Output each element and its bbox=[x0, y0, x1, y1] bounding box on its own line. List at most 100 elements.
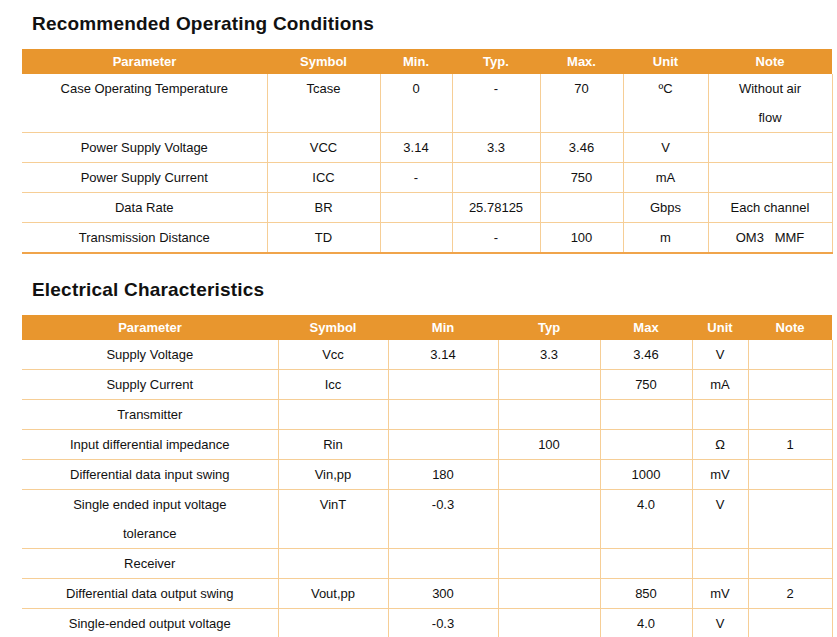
table-cell: 3.14 bbox=[388, 340, 498, 370]
table-cell bbox=[388, 549, 498, 579]
table-cell: 100 bbox=[540, 223, 623, 254]
table-cell: 750 bbox=[600, 370, 692, 400]
table-cell: 3.3 bbox=[452, 133, 540, 163]
table-cell bbox=[600, 549, 692, 579]
table-cell: 3.46 bbox=[600, 340, 692, 370]
header-cell: Parameter bbox=[22, 49, 267, 74]
table-cell: 1 bbox=[748, 430, 832, 460]
table-cell: 25.78125 bbox=[452, 193, 540, 223]
table-cell: OM3 MMF bbox=[708, 223, 832, 254]
table-row: Power Supply VoltageVCC3.143.33.46V bbox=[22, 133, 832, 163]
table-cell: - bbox=[452, 223, 540, 254]
table-cell: 3.14 bbox=[380, 133, 452, 163]
table-cell: VCC bbox=[267, 133, 380, 163]
table-cell: 70 bbox=[540, 74, 623, 133]
header-cell: Typ bbox=[498, 315, 600, 340]
datasheet-page: Recommended Operating Conditions Paramet… bbox=[0, 0, 837, 637]
table-cell: ºC bbox=[623, 74, 708, 133]
table-row: Differential data output swingVout,pp300… bbox=[22, 579, 832, 609]
table-cell bbox=[278, 549, 388, 579]
table-row: Differential data input swingVin,pp18010… bbox=[22, 460, 832, 490]
section-title-recommended-operating-conditions: Recommended Operating Conditions bbox=[32, 0, 837, 35]
header-cell: Max. bbox=[540, 49, 623, 74]
table-cell: V bbox=[692, 340, 748, 370]
table-cell: mA bbox=[692, 370, 748, 400]
table-cell: Power Supply Current bbox=[22, 163, 267, 193]
table-cell bbox=[748, 549, 832, 579]
table-cell: ICC bbox=[267, 163, 380, 193]
table-cell bbox=[748, 340, 832, 370]
table-cell bbox=[708, 163, 832, 193]
header-cell: Parameter bbox=[22, 315, 278, 340]
table-cell: Single ended input voltage tolerance bbox=[22, 490, 278, 549]
table-cell: Vout,pp bbox=[278, 579, 388, 609]
table-cell bbox=[708, 133, 832, 163]
table-cell: Transmitter bbox=[22, 400, 278, 430]
table-cell: Ω bbox=[692, 430, 748, 460]
header-cell: Symbol bbox=[267, 49, 380, 74]
table-cell: 180 bbox=[388, 460, 498, 490]
table-cell: - bbox=[452, 74, 540, 133]
table-cell: VinT bbox=[278, 490, 388, 549]
header-cell: Min bbox=[388, 315, 498, 340]
table-cell: Without air flow bbox=[708, 74, 832, 133]
table-cell: - bbox=[380, 163, 452, 193]
header-cell: Unit bbox=[623, 49, 708, 74]
table-cell: Each channel bbox=[708, 193, 832, 223]
table-cell bbox=[748, 460, 832, 490]
table-cell: 4.0 bbox=[600, 609, 692, 637]
table-cell bbox=[748, 609, 832, 637]
table-cell: Power Supply Voltage bbox=[22, 133, 267, 163]
header-cell: Unit bbox=[692, 315, 748, 340]
table-cell: Vin,pp bbox=[278, 460, 388, 490]
table-row: Transmitter bbox=[22, 400, 832, 430]
table-cell: 3.3 bbox=[498, 340, 600, 370]
table-row: Supply VoltageVcc3.143.33.46V bbox=[22, 340, 832, 370]
table-cell: Supply Current bbox=[22, 370, 278, 400]
table-cell: Transmission Distance bbox=[22, 223, 267, 254]
header-cell: Min. bbox=[380, 49, 452, 74]
table-cell: V bbox=[692, 490, 748, 549]
table-cell bbox=[498, 460, 600, 490]
table-cell: 0 bbox=[380, 74, 452, 133]
table-cell bbox=[748, 490, 832, 549]
table-cell: 2 bbox=[748, 579, 832, 609]
table-cell bbox=[498, 400, 600, 430]
table-cell bbox=[380, 223, 452, 254]
table-cell: Gbps bbox=[623, 193, 708, 223]
table-row: Case Operating TemperatureTcase0-70ºCWit… bbox=[22, 74, 832, 133]
table-cell: Receiver bbox=[22, 549, 278, 579]
table-cell bbox=[600, 400, 692, 430]
table-cell bbox=[498, 370, 600, 400]
table-cell: 750 bbox=[540, 163, 623, 193]
table-cell: Data Rate bbox=[22, 193, 267, 223]
table-row: Receiver bbox=[22, 549, 832, 579]
table-cell: 3.46 bbox=[540, 133, 623, 163]
table-cell: mV bbox=[692, 579, 748, 609]
table-cell: -0.3 bbox=[388, 490, 498, 549]
header-cell: Max bbox=[600, 315, 692, 340]
header-row: ParameterSymbolMin.Typ.Max.UnitNote bbox=[22, 49, 832, 74]
table-row: Single-ended output voltage-0.34.0V bbox=[22, 609, 832, 637]
table-row: Data RateBR25.78125GbpsEach channel bbox=[22, 193, 832, 223]
table-cell: -0.3 bbox=[388, 609, 498, 637]
header-cell: Typ. bbox=[452, 49, 540, 74]
table-cell bbox=[452, 163, 540, 193]
table-cell bbox=[388, 400, 498, 430]
table-cell: 300 bbox=[388, 579, 498, 609]
table-cell: V bbox=[692, 609, 748, 637]
table-cell: Icc bbox=[278, 370, 388, 400]
table-cell bbox=[388, 430, 498, 460]
table-cell: Differential data output swing bbox=[22, 579, 278, 609]
table-cell bbox=[748, 370, 832, 400]
header-row: ParameterSymbolMinTypMaxUnitNote bbox=[22, 315, 832, 340]
table-cell bbox=[498, 609, 600, 637]
table-row: Power Supply CurrentICC-750mA bbox=[22, 163, 832, 193]
table-row: Input differential impedanceRin100Ω1 bbox=[22, 430, 832, 460]
header-cell: Note bbox=[708, 49, 832, 74]
table-cell bbox=[278, 400, 388, 430]
table-cell: TD bbox=[267, 223, 380, 254]
table-cell bbox=[600, 430, 692, 460]
table-cell: Supply Voltage bbox=[22, 340, 278, 370]
header-cell: Symbol bbox=[278, 315, 388, 340]
